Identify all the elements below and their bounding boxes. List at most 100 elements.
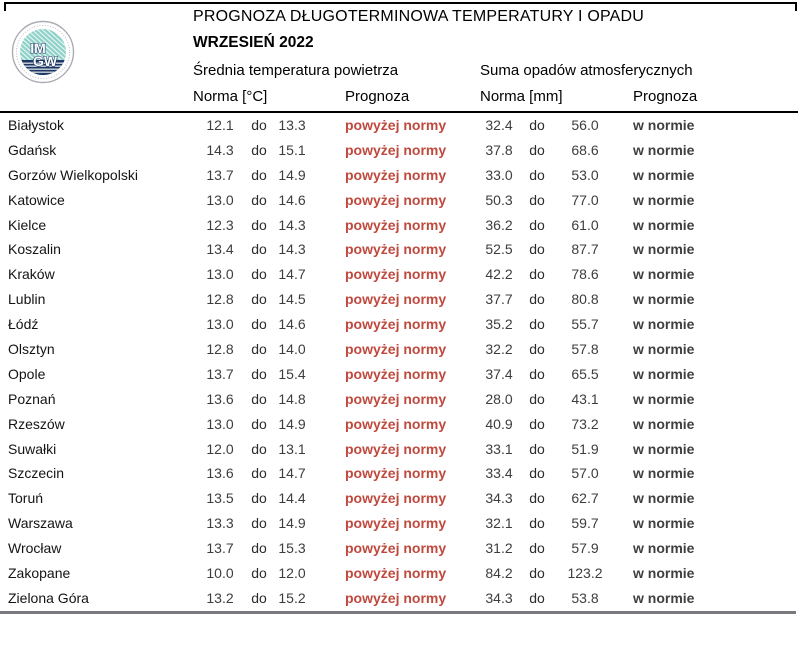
table-row: Białystok 12.1 do 13.3 powyżej normy 32.… <box>0 113 800 138</box>
temp-norm-min: 13.0 <box>206 266 234 283</box>
temp-norm-max: 14.8 <box>278 390 306 407</box>
precip-forecast-value: w normie <box>633 515 695 532</box>
temp-norma-header: Norma [°C] <box>193 88 268 105</box>
range-connector: do <box>529 291 545 308</box>
city-name: Gdańsk <box>8 141 57 158</box>
temp-norm-max: 13.3 <box>278 117 306 133</box>
temp-norm-min: 13.2 <box>206 589 234 606</box>
column-spacer <box>614 412 633 437</box>
range-connector: do <box>251 341 267 358</box>
column-spacer <box>313 312 345 337</box>
city-name: Opole <box>8 365 46 382</box>
range-connector: do <box>251 490 267 507</box>
range-connector: do <box>251 216 267 233</box>
column-spacer <box>313 387 345 412</box>
precip-forecast-value: w normie <box>633 341 695 358</box>
precip-norm-min: 42.2 <box>485 266 513 283</box>
precip-forecast-value: w normie <box>633 565 695 582</box>
table-row: Łódź 13.0 do 14.6 powyżej normy 35.2 do … <box>0 312 800 337</box>
precip-norm-min: 32.2 <box>485 341 513 358</box>
temp-norm-max: 14.3 <box>278 216 306 233</box>
precip-norm-max: 77.0 <box>571 191 599 208</box>
precip-norm-max: 57.8 <box>571 341 599 358</box>
top-border-line <box>4 2 797 4</box>
range-connector: do <box>529 266 545 283</box>
city-name: Zielona Góra <box>8 589 89 606</box>
column-spacer <box>614 237 633 262</box>
column-spacer <box>614 188 633 213</box>
temp-norm-min: 13.0 <box>206 191 234 208</box>
imgw-logo-icon: IM GW <box>11 20 75 84</box>
precip-norm-min: 37.8 <box>485 141 513 158</box>
range-connector: do <box>251 141 267 158</box>
column-spacer <box>313 362 345 387</box>
range-connector: do <box>251 589 267 606</box>
precip-forecast-value: w normie <box>633 166 695 183</box>
temp-norm-min: 13.7 <box>206 365 234 382</box>
temp-norm-max: 12.0 <box>278 565 306 582</box>
precip-norm-min: 32.4 <box>485 117 513 133</box>
precip-norm-max: 87.7 <box>571 241 599 258</box>
top-left-tick <box>4 2 6 11</box>
table-row: Opole 13.7 do 15.4 powyżej normy 37.4 do… <box>0 362 800 387</box>
temp-norm-min: 10.0 <box>206 565 234 582</box>
precip-norm-max: 62.7 <box>571 490 599 507</box>
precip-norm-min: 84.2 <box>485 565 513 582</box>
range-connector: do <box>251 515 267 532</box>
temp-norm-min: 13.5 <box>206 490 234 507</box>
precip-norm-max: 55.7 <box>571 316 599 333</box>
temp-norm-max: 15.3 <box>278 540 306 557</box>
table-row: Lublin 12.8 do 14.5 powyżej normy 37.7 d… <box>0 287 800 312</box>
temp-group-header: Średnia temperatura powietrza <box>193 62 399 79</box>
precip-norm-max: 78.6 <box>571 266 599 283</box>
column-spacer <box>313 163 345 188</box>
column-spacer <box>313 113 345 138</box>
range-connector: do <box>251 291 267 308</box>
temp-norm-max: 14.6 <box>278 191 306 208</box>
precip-norm-min: 37.4 <box>485 365 513 382</box>
city-rows: Białystok 12.1 do 13.3 powyżej normy 32.… <box>0 113 800 611</box>
range-connector: do <box>529 241 545 258</box>
temp-forecast-value: powyżej normy <box>345 589 447 606</box>
column-spacer <box>313 586 345 611</box>
table-row: Suwałki 12.0 do 13.1 powyżej normy 33.1 … <box>0 437 800 462</box>
range-connector: do <box>529 589 545 606</box>
column-spacer <box>313 486 345 511</box>
range-connector: do <box>529 341 545 358</box>
precip-norm-max: 57.0 <box>571 465 599 482</box>
precip-norm-max: 73.2 <box>571 415 599 432</box>
temp-norm-min: 12.0 <box>206 440 234 457</box>
temp-norm-max: 14.9 <box>278 515 306 532</box>
temp-norm-min: 13.7 <box>206 166 234 183</box>
table-row: Poznań 13.6 do 14.8 powyżej normy 28.0 d… <box>0 387 800 412</box>
temp-norm-max: 14.0 <box>278 341 306 358</box>
column-spacer <box>313 138 345 163</box>
table-row: Zielona Góra 13.2 do 15.2 powyżej normy … <box>0 586 800 611</box>
precip-forecast-value: w normie <box>633 540 695 557</box>
precip-norm-min: 33.0 <box>485 166 513 183</box>
temp-forecast-value: powyżej normy <box>345 341 447 358</box>
temp-prognoza-header: Prognoza <box>345 88 410 105</box>
precip-forecast-value: w normie <box>633 440 695 457</box>
precip-norm-min: 36.2 <box>485 216 513 233</box>
precip-norm-max: 123.2 <box>567 565 603 582</box>
temp-norm-max: 14.3 <box>278 241 306 258</box>
column-spacer <box>313 188 345 213</box>
table-row: Warszawa 13.3 do 14.9 powyżej normy 32.1… <box>0 511 800 536</box>
temp-norm-max: 14.7 <box>278 465 306 482</box>
precip-norm-max: 53.8 <box>571 589 599 606</box>
column-spacer <box>614 262 633 287</box>
column-spacer <box>313 287 345 312</box>
range-connector: do <box>529 565 545 582</box>
column-spacer <box>313 213 345 238</box>
precip-norm-min: 31.2 <box>485 540 513 557</box>
precip-forecast-value: w normie <box>633 141 695 158</box>
table-row: Gorzów Wielkopolski 13.7 do 14.9 powyżej… <box>0 163 800 188</box>
range-connector: do <box>529 465 545 482</box>
top-right-tick <box>795 2 797 11</box>
precip-forecast-value: w normie <box>633 415 695 432</box>
temp-forecast-value: powyżej normy <box>345 191 447 208</box>
temp-norm-max: 14.9 <box>278 166 306 183</box>
column-spacer <box>313 412 345 437</box>
temp-norm-max: 14.9 <box>278 415 306 432</box>
